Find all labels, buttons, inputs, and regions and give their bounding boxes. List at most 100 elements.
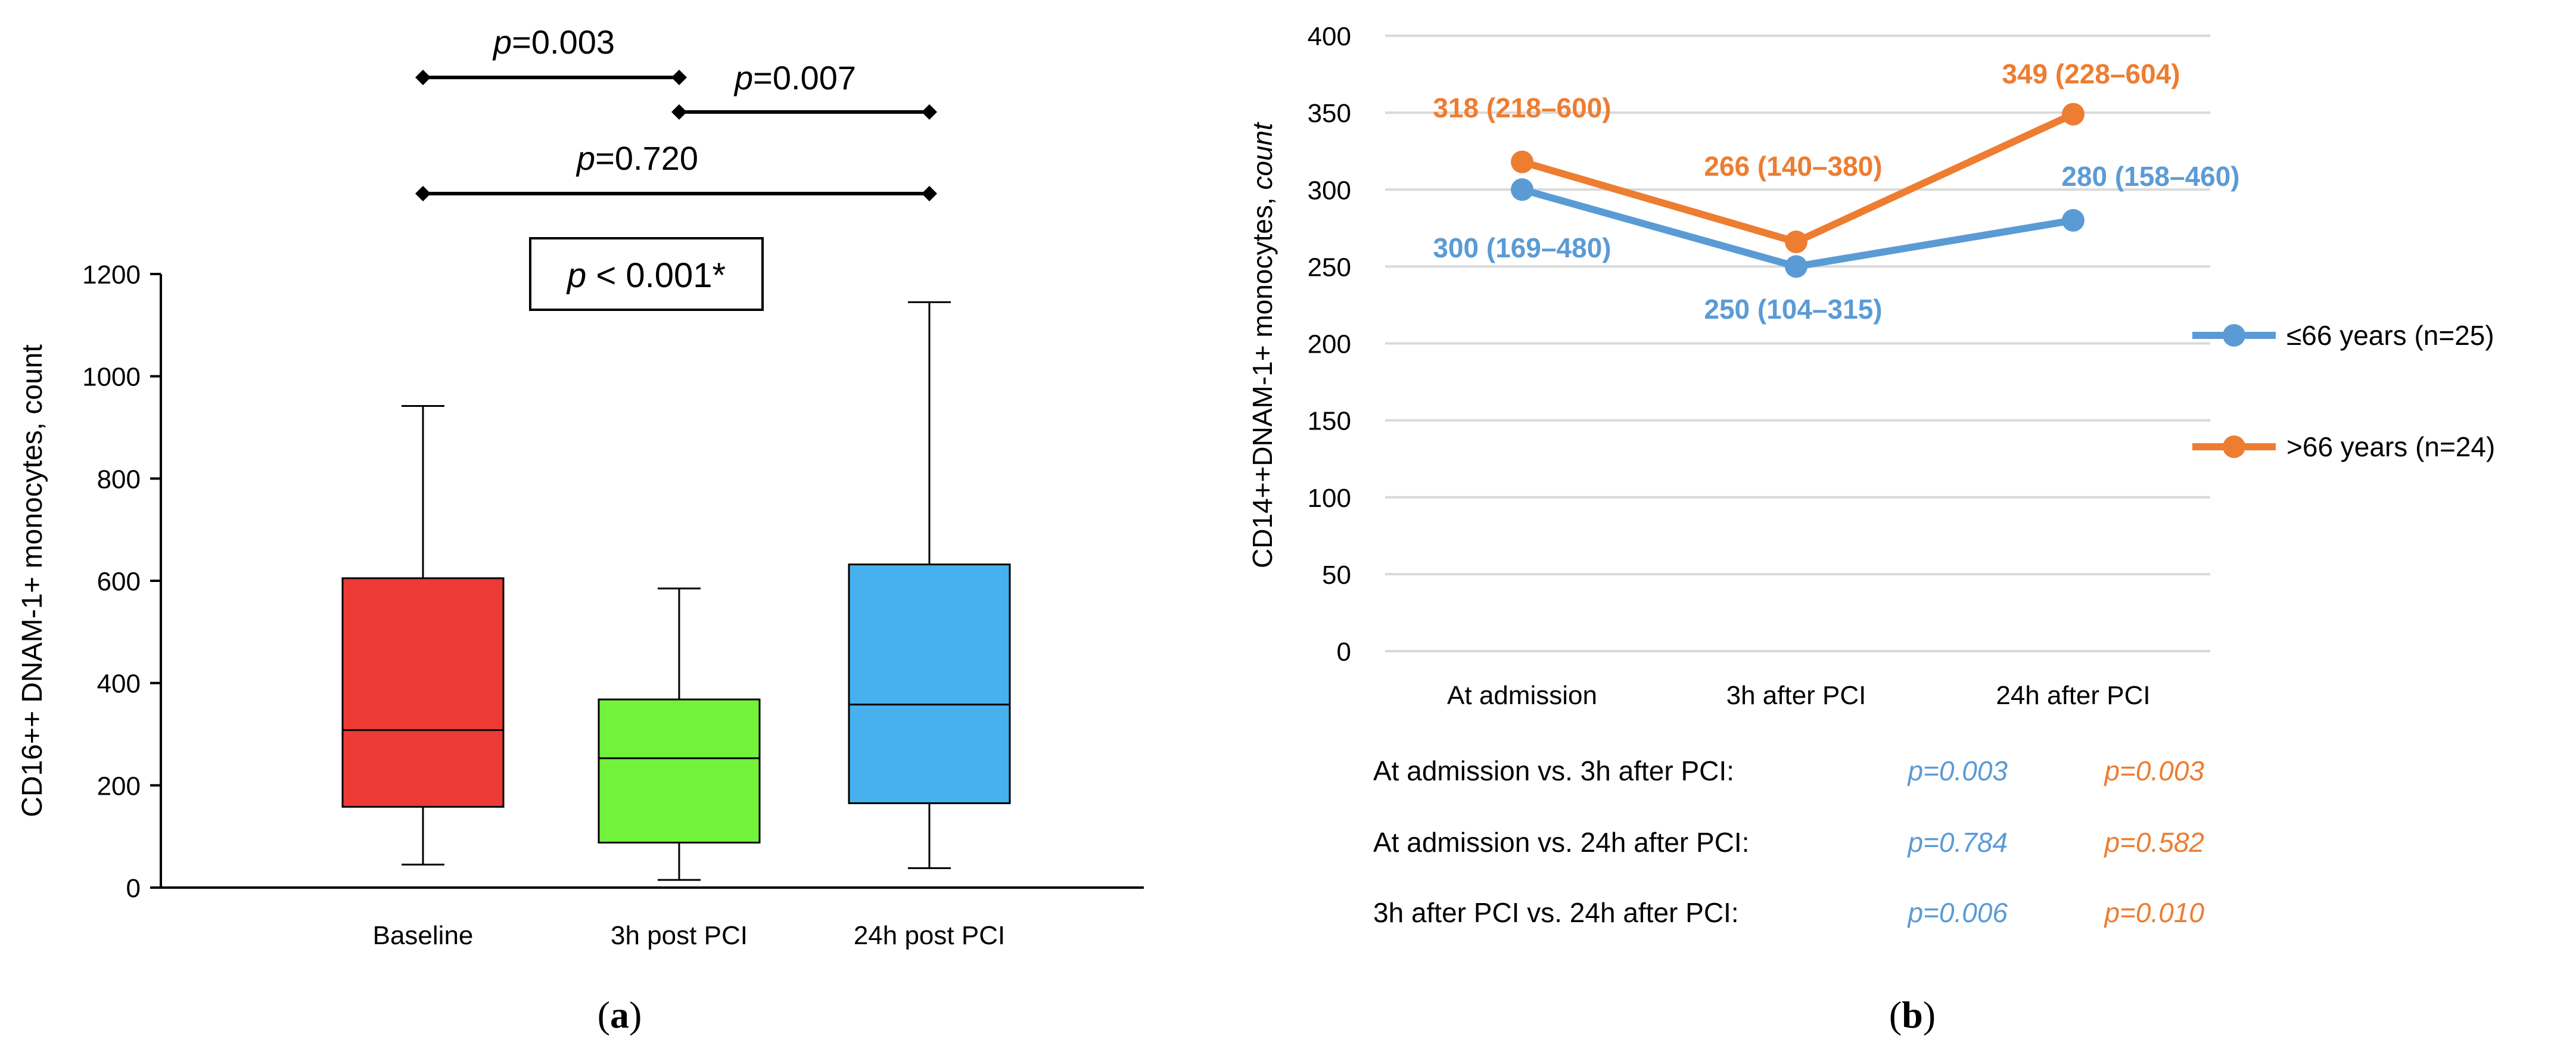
box-iqr: [848, 564, 1011, 804]
panel-b-legend: ≤66 years (n=25) >66 years (n=24): [2192, 320, 2495, 462]
panel-a-boxplot: 0 200 400 600 800 1000 1200 Baseline 3h post PC…: [17, 23, 1144, 1036]
overall-test-italic: p: [566, 256, 586, 295]
panel-a-overall-test: p < 0.001*: [529, 237, 764, 311]
a-x-tick-3h-post-pci: 3h post PCI: [611, 921, 748, 950]
comparison-label: At admission vs. 3h after PCI:: [1373, 755, 1734, 786]
b-x-tick-3h-after-pci: 3h after PCI: [1726, 681, 1866, 710]
bracket-end-diamond: [415, 70, 431, 85]
panel-b-letter: b: [1902, 994, 1923, 1036]
box-baseline: [341, 404, 505, 866]
comparison-bracket-3: p=0.720: [415, 139, 937, 201]
panel-a-y-ticks: 0 200 400 600 800 1000 1200: [82, 260, 161, 903]
series-point: [2062, 208, 2085, 232]
panel-b-y-axis-label: CD14++DNAM-1+ monocytes, count: [1247, 122, 1278, 568]
series-le66: [1511, 178, 2085, 278]
series-point: [1511, 178, 1533, 201]
panel-b-y-axis-label-italic: count: [1247, 122, 1278, 190]
comparison-p-young: p=0.003: [1906, 755, 2008, 786]
panel-b-y-tick-labels: 0 50 100 150 200 250 300 350 400: [1308, 22, 1351, 667]
b-y-tick-label: 50: [1322, 561, 1351, 590]
b-y-tick-label: 300: [1308, 176, 1351, 205]
panel-a-paren-open: (: [598, 994, 610, 1036]
overall-test-value: < 0.001*: [586, 256, 726, 295]
bracket-end-diamond: [415, 186, 431, 201]
box-iqr: [598, 698, 761, 844]
b-y-tick-label: 400: [1308, 22, 1351, 51]
panel-a-x-tick-labels: Baseline 3h post PCI 24h post PCI: [373, 921, 1006, 950]
bracket-p-value: p=0.720: [575, 139, 698, 177]
a-y-tick-label: 1200: [82, 260, 141, 290]
data-label: 250 (104–315): [1704, 294, 1882, 325]
series-point: [1785, 255, 1807, 278]
legend-label: >66 years (n=24): [2286, 431, 2495, 462]
bracket-p-value: p=0.007: [733, 59, 856, 97]
comparison-label: 3h after PCI vs. 24h after PCI:: [1373, 897, 1739, 928]
panel-b-paren-open: (: [1889, 994, 1902, 1036]
p-italic: p: [575, 139, 595, 177]
comparison-row-3: 3h after PCI vs. 24h after PCI: p=0.006 p=…: [1373, 897, 2204, 928]
box-24h-post-pci: [848, 301, 1011, 869]
comparison-p-young: p=0.006: [1906, 897, 2008, 928]
a-y-tick-label: 1000: [82, 363, 141, 392]
data-label: 349 (228–604): [2002, 58, 2180, 89]
panel-b-y-axis-label-main: CD14++DNAM-1+ monocytes,: [1247, 190, 1278, 568]
bracket-end-diamond: [922, 186, 937, 201]
legend-entry-gt66: >66 years (n=24): [2192, 431, 2495, 462]
box-3h-post-pci: [598, 587, 761, 881]
a-x-tick-24h-post-pci: 24h post PCI: [854, 921, 1005, 950]
b-x-tick-24h-after-pci: 24h after PCI: [1996, 681, 2150, 710]
comparison-p-young: p=0.784: [1906, 827, 2008, 858]
p-italic: p: [492, 23, 512, 61]
panel-a-boxes: [341, 301, 1011, 881]
series-gt66: [1511, 102, 2085, 254]
a-x-tick-baseline: Baseline: [373, 921, 474, 950]
data-label: 280 (158–460): [2061, 161, 2239, 192]
p-italic: p: [733, 59, 753, 97]
comparison-p-old: p=0.582: [2103, 827, 2204, 858]
bracket-end-diamond: [922, 104, 937, 120]
panel-b-gridlines: [1385, 35, 2210, 652]
comparison-p-old: p=0.003: [2103, 755, 2204, 786]
b-y-tick-label: 100: [1308, 484, 1351, 513]
b-y-tick-label: 200: [1308, 330, 1351, 359]
series-point: [2062, 102, 2085, 126]
p-value-text: =0.003: [512, 23, 615, 61]
panel-a-paren-close: ): [629, 994, 642, 1036]
b-y-tick-label: 150: [1308, 407, 1351, 436]
panel-b-label: (b): [1889, 994, 1936, 1036]
panel-a-overall-test-box: [529, 237, 764, 311]
data-label: 266 (140–380): [1704, 151, 1882, 182]
panel-a-letter: a: [610, 994, 629, 1036]
comparison-label: At admission vs. 24h after PCI:: [1373, 827, 1750, 858]
comparison-bracket-2: p=0.007: [671, 59, 937, 120]
panel-b-linechart: 0 50 100 150 200 250 300 350 400 At admission 3h …: [1247, 22, 2495, 1036]
panel-a-y-axis-label: CD16++ DNAM-1+ monocytes, count: [17, 344, 48, 817]
data-label: 300 (169–480): [1433, 232, 1611, 263]
panel-b-series: [1511, 102, 2085, 278]
panel-b-comparisons: At admission vs. 3h after PCI: p=0.003 p=0…: [1373, 755, 2204, 928]
comparison-row-1: At admission vs. 3h after PCI: p=0.003 p=0…: [1373, 755, 2204, 786]
a-y-tick-label: 400: [97, 670, 141, 699]
b-y-tick-label: 0: [1337, 637, 1351, 667]
comparison-bracket-1: p=0.003: [415, 23, 687, 85]
series-point: [1785, 231, 1807, 254]
panel-b-data-labels: 300 (169–480) 250 (104–315) 280 (158–460) 3…: [1433, 58, 2239, 325]
a-y-tick-label: 0: [126, 874, 141, 903]
panel-a-label: (a): [598, 994, 642, 1036]
bracket-end-diamond: [671, 104, 687, 120]
a-y-tick-label: 200: [97, 771, 141, 801]
panel-b-x-tick-labels: At admission 3h after PCI 24h after PCI: [1447, 681, 2151, 710]
legend-marker: [2223, 435, 2245, 458]
a-y-tick-label: 800: [97, 465, 141, 494]
bracket-p-value: p=0.003: [492, 23, 615, 61]
panel-a-overall-test-text: p < 0.001*: [566, 256, 726, 295]
panel-b-paren-close: ): [1923, 994, 1936, 1036]
p-value-text: =0.007: [753, 59, 856, 97]
b-y-tick-label: 250: [1308, 253, 1351, 282]
comparison-p-old: p=0.010: [2103, 897, 2204, 928]
p-value-text: =0.720: [595, 139, 698, 177]
data-label: 318 (218–600): [1433, 92, 1611, 123]
series-point: [1511, 150, 1533, 173]
